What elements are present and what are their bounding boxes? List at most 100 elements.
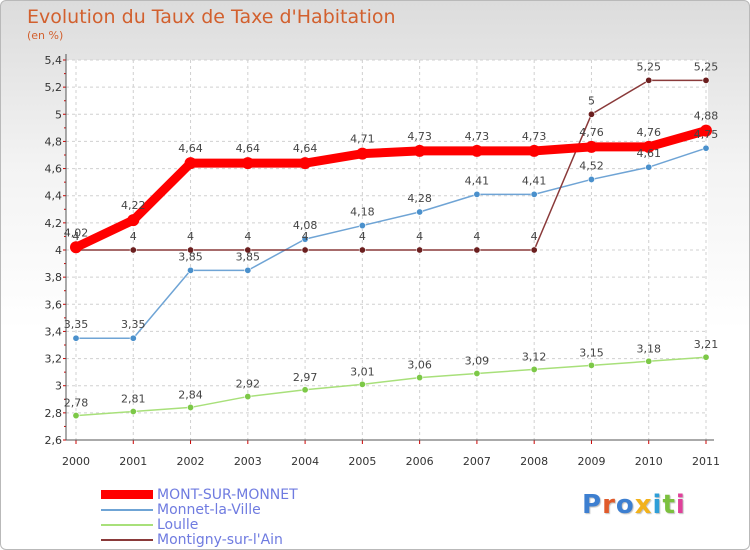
x-tick-label: 2001	[119, 455, 147, 468]
y-tick-label: 4,2	[45, 217, 63, 230]
data-label: 2,78	[64, 397, 89, 410]
series-line	[75, 147, 707, 339]
x-tick-label: 2004	[291, 455, 319, 468]
data-point	[129, 407, 137, 415]
legend-item: Montigny-sur-l'Ain	[101, 532, 298, 547]
data-label: 3,85	[178, 250, 203, 263]
data-point	[356, 147, 369, 160]
data-point	[645, 163, 653, 171]
data-label: 4	[302, 230, 309, 243]
x-tick-label: 2005	[348, 455, 376, 468]
y-tick-label: 3,6	[45, 298, 63, 311]
data-point	[184, 157, 197, 170]
legend-label: Montigny-sur-l'Ain	[157, 531, 283, 548]
logo-letter: t	[662, 490, 676, 520]
data-point	[358, 246, 366, 254]
data-label: 4	[416, 230, 423, 243]
y-tick-label: 3,4	[45, 325, 63, 338]
data-label: 4,41	[522, 174, 547, 187]
data-point	[301, 246, 309, 254]
x-tick-label: 2008	[520, 455, 548, 468]
y-tick-label: 3,8	[45, 271, 63, 284]
y-tick-label: 5	[55, 108, 62, 121]
data-point	[358, 380, 366, 388]
series-line	[75, 356, 707, 417]
data-point	[244, 266, 252, 274]
data-point	[530, 246, 538, 254]
series-line	[75, 79, 707, 251]
data-point	[129, 246, 137, 254]
data-point	[702, 353, 710, 361]
logo-letter: r	[602, 490, 616, 520]
data-point	[585, 140, 598, 153]
data-point	[702, 144, 710, 152]
legend-label: Monnet-la-Ville	[157, 501, 261, 518]
data-label: 3,35	[121, 318, 146, 331]
data-label: 5	[588, 94, 595, 107]
legend-item: MONT-SUR-MONNET	[101, 487, 298, 502]
series-line	[71, 126, 711, 252]
data-label: 4,76	[636, 126, 661, 139]
data-label: 5,25	[694, 60, 719, 73]
data-point	[587, 110, 595, 118]
logo-letter: o	[615, 490, 635, 520]
data-label: 4	[244, 230, 251, 243]
data-label: 3,01	[350, 365, 375, 378]
logo-letter: P	[582, 490, 603, 520]
data-label: 4,88	[694, 110, 719, 123]
data-point	[70, 241, 82, 254]
data-label: 3,35	[64, 318, 89, 331]
data-point	[416, 374, 424, 382]
data-label: 4	[359, 230, 366, 243]
data-label: 4,76	[579, 126, 604, 139]
data-label: 4	[130, 230, 137, 243]
data-point	[530, 365, 538, 373]
data-point	[642, 140, 655, 153]
data-point	[358, 222, 366, 230]
data-label: 3,12	[522, 350, 547, 363]
data-label: 4,22	[121, 199, 146, 212]
data-point	[72, 412, 80, 420]
data-point	[700, 124, 712, 137]
y-tick-label: 5,2	[45, 81, 63, 94]
data-point	[473, 246, 481, 254]
x-tick-label: 2003	[234, 455, 262, 468]
y-tick-label: 3,2	[45, 353, 63, 366]
y-tick-label: 4	[55, 244, 62, 257]
x-tick-label: 2007	[463, 455, 491, 468]
data-label: 2,81	[121, 393, 146, 406]
x-tick-label: 2010	[635, 455, 663, 468]
y-tick-label: 2,6	[45, 434, 63, 447]
data-point	[587, 175, 595, 183]
data-label: 4,64	[178, 142, 203, 155]
logo-letter: i	[675, 490, 686, 520]
data-label: 2,84	[178, 388, 203, 401]
data-point	[187, 403, 195, 411]
data-point	[301, 235, 309, 243]
data-label: 3,85	[236, 250, 261, 263]
x-tick-label: 2009	[577, 455, 605, 468]
data-label: 4,71	[350, 133, 375, 146]
legend-swatch	[101, 490, 153, 499]
data-label: 2,97	[293, 371, 318, 384]
data-label: 4,61	[636, 147, 661, 160]
data-label: 3,18	[636, 342, 661, 355]
data-label: 4,75	[694, 128, 719, 141]
data-label: 4,18	[350, 206, 375, 219]
data-label: 4,64	[236, 142, 261, 155]
legend-item: Monnet-la-Ville	[101, 502, 298, 517]
x-tick-label: 2000	[62, 455, 90, 468]
data-label: 4,73	[465, 130, 490, 143]
data-label: 4,73	[522, 130, 547, 143]
data-point	[244, 393, 252, 401]
x-tick-label: 2002	[177, 455, 205, 468]
data-point	[187, 246, 195, 254]
data-point	[587, 361, 595, 369]
legend: MONT-SUR-MONNET Monnet-la-Ville Loulle Mont…	[101, 487, 298, 547]
data-label: 4,08	[293, 219, 318, 232]
data-label: 4	[187, 230, 194, 243]
data-point	[473, 190, 481, 198]
data-point	[528, 144, 541, 157]
